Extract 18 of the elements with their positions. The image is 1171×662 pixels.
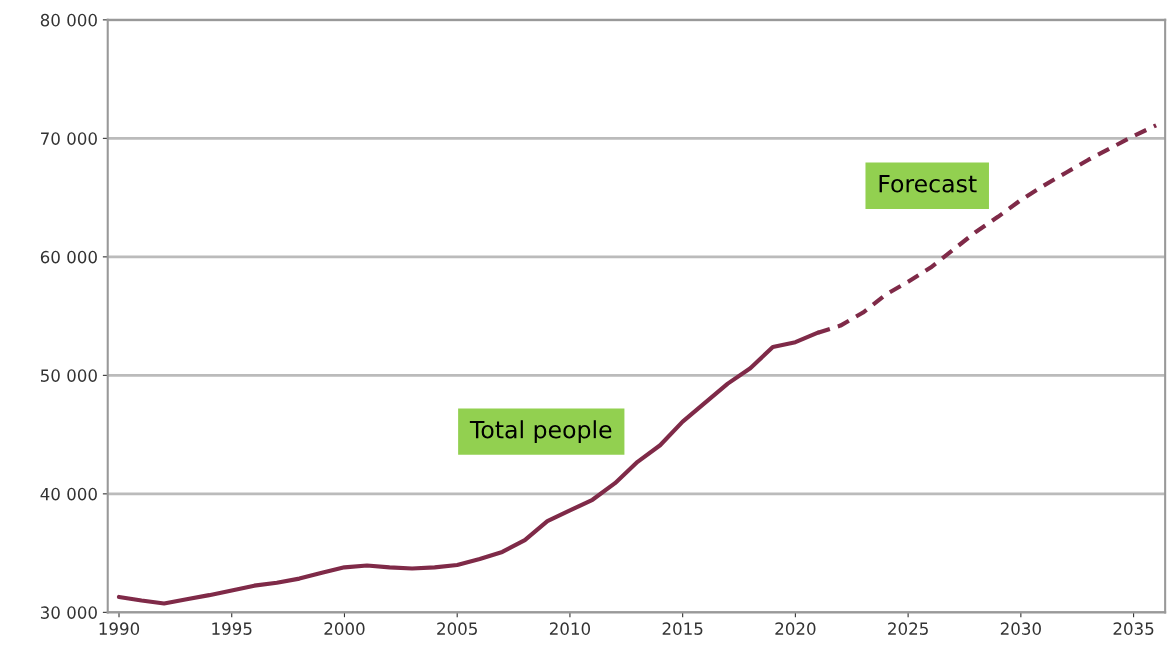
x-tick-label: 1995 xyxy=(212,622,252,635)
x-tick-label: 2035 xyxy=(1113,622,1154,635)
x-tick-label: 2015 xyxy=(662,622,703,635)
x-tick-label: 2000 xyxy=(324,622,365,635)
y-tick-label: 40 000 xyxy=(40,487,97,501)
annotation: Forecast xyxy=(879,175,977,193)
y-tick-label: 50 000 xyxy=(40,369,97,382)
x-tick-label: 2005 xyxy=(437,622,477,635)
y-tick-label: 70 000 xyxy=(41,132,97,145)
x-tick-label: 2020 xyxy=(775,622,816,635)
y-tick-label: 80 000 xyxy=(40,13,97,27)
x-tick-label: 2030 xyxy=(1000,622,1041,635)
x-tick-label: 2010 xyxy=(549,622,591,635)
y-tick-label: 60 000 xyxy=(40,250,97,264)
x-tick-label: 2025 xyxy=(888,622,928,635)
annotation: Total people xyxy=(469,420,612,444)
x-tick-label: 1990 xyxy=(99,622,140,635)
y-tick-label: 30 000 xyxy=(40,606,97,619)
